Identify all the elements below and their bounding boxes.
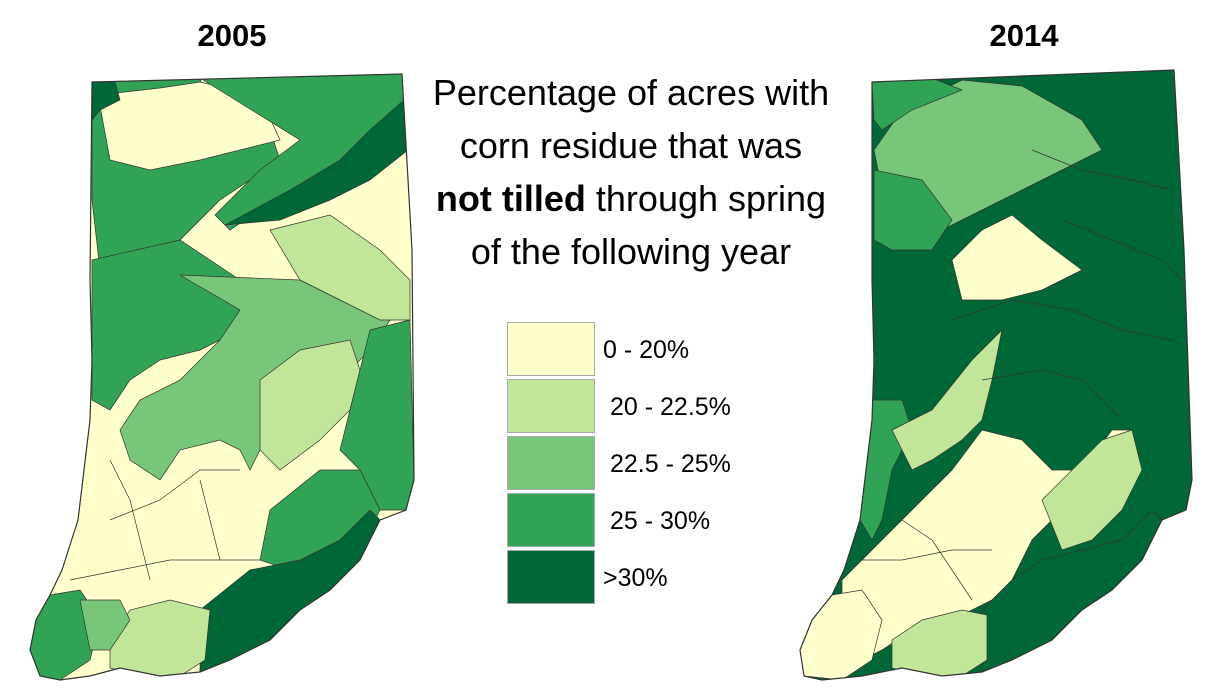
legend-swatch xyxy=(507,379,595,433)
divide-2 xyxy=(69,559,260,581)
legend-label: 22.5 - 25% xyxy=(610,450,731,478)
heading-line-4: of the following year xyxy=(470,231,792,272)
watershed-center-yellow xyxy=(951,214,1083,301)
map-title-2014: 2014 xyxy=(989,18,1059,53)
legend-swatch xyxy=(507,436,595,490)
divide-2 xyxy=(981,369,1123,421)
legend-label: >30% xyxy=(603,564,668,592)
state-outline-2014 xyxy=(799,69,1193,681)
state-outline-2005 xyxy=(29,73,415,681)
watershed-southwest-2 xyxy=(79,599,131,651)
map-heading: Percentage of acres with corn residue th… xyxy=(414,66,848,278)
watershed-northwest-light xyxy=(97,81,281,171)
heading-line-3: not tilled through spring xyxy=(414,172,848,225)
legend-swatch xyxy=(507,550,595,604)
legend-label: 20 - 22.5% xyxy=(610,393,731,421)
divide-6 xyxy=(901,519,973,601)
divide-4 xyxy=(199,479,221,561)
legend-label: 25 - 30% xyxy=(610,507,711,535)
watershed-central xyxy=(119,274,391,481)
divide-3 xyxy=(1031,149,1173,191)
watershed-central-light xyxy=(891,328,1003,471)
divide-1 xyxy=(951,299,1173,341)
heading-line-1: Percentage of acres with xyxy=(432,72,830,113)
indiana-map-2014 xyxy=(799,69,1193,681)
divide-1 xyxy=(109,469,240,521)
heading-line-2: corn residue that was xyxy=(459,125,803,166)
legend-swatch xyxy=(507,322,595,376)
legend-swatch xyxy=(507,493,595,547)
divide-5 xyxy=(862,549,992,561)
legend-label: 0 - 20% xyxy=(603,336,690,364)
heading-bold-text: not tilled xyxy=(435,178,586,219)
watershed-west xyxy=(873,169,953,251)
indiana-map-2005 xyxy=(29,73,415,681)
divide-4 xyxy=(1061,219,1183,281)
watershed-southeast-light xyxy=(1041,429,1143,551)
divide-3 xyxy=(109,459,151,581)
map-title-2005: 2005 xyxy=(197,18,267,53)
heading-line-3-rest: through spring xyxy=(585,178,827,219)
